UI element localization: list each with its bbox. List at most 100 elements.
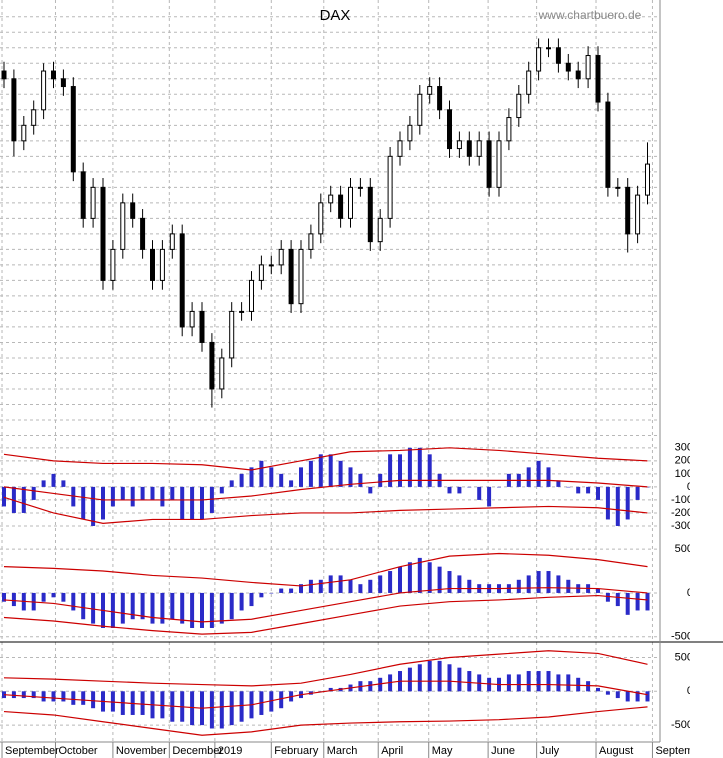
histogram-bar xyxy=(407,562,412,593)
histogram-bar xyxy=(596,486,600,500)
histogram-bar xyxy=(467,486,472,488)
histogram-bar xyxy=(477,486,482,500)
candle-body xyxy=(21,124,27,142)
histogram-bar xyxy=(556,575,561,593)
histogram-bar xyxy=(150,486,155,500)
histogram-bar xyxy=(506,674,511,692)
histogram-bar xyxy=(328,687,333,692)
histogram-bar xyxy=(566,674,571,692)
histogram-bar xyxy=(41,480,46,487)
candle-body xyxy=(447,109,452,150)
band-line xyxy=(3,479,648,501)
y-tick-label: 100 xyxy=(675,468,693,480)
candle-body xyxy=(635,194,641,235)
candle-body xyxy=(496,140,502,188)
histogram-bar xyxy=(576,677,581,692)
histogram-bar xyxy=(259,460,264,487)
histogram-bar xyxy=(110,486,115,507)
band-line xyxy=(3,706,648,736)
y-tick-label: -100 xyxy=(671,494,693,506)
histogram-bar xyxy=(447,571,452,593)
histogram-bar xyxy=(91,691,96,709)
histogram-bar xyxy=(200,592,204,628)
histogram-bar xyxy=(596,588,600,593)
histogram-bar xyxy=(526,467,531,487)
histogram-bar xyxy=(11,592,16,607)
x-tick-label: April xyxy=(381,745,403,757)
histogram-bar xyxy=(605,486,610,520)
histogram-bar xyxy=(368,681,373,692)
histogram-bar xyxy=(239,691,244,722)
histogram-bar xyxy=(328,454,333,487)
histogram-bar xyxy=(526,671,531,692)
x-tick-label: 2019 xyxy=(218,745,242,757)
histogram-bar xyxy=(229,592,234,620)
y-tick-label: 200 xyxy=(675,455,693,467)
histogram-bar xyxy=(200,486,204,520)
histogram-bar xyxy=(378,473,383,487)
band-line xyxy=(3,650,648,687)
candle-body xyxy=(169,233,175,250)
candle-body xyxy=(308,233,314,250)
histogram-bar xyxy=(447,664,452,692)
histogram-bar xyxy=(150,592,155,624)
histogram-bar xyxy=(91,592,96,624)
histogram-bar xyxy=(546,467,551,487)
histogram-bar xyxy=(457,575,462,593)
candle-body xyxy=(268,264,274,267)
candle-body xyxy=(179,233,185,328)
histogram-bar xyxy=(299,467,303,487)
x-tick-label: February xyxy=(274,745,319,757)
candle-body xyxy=(189,310,195,328)
histogram-bar xyxy=(566,579,571,593)
candle-body xyxy=(1,70,7,80)
histogram-bar xyxy=(526,575,531,593)
histogram-bar xyxy=(615,691,620,699)
histogram-bar xyxy=(605,592,610,602)
histogram-bar xyxy=(190,486,195,520)
y-tick-label: -200 xyxy=(671,507,693,519)
histogram-bar xyxy=(269,467,274,487)
y-tick-label: -500 xyxy=(671,719,693,731)
histogram-bar xyxy=(110,691,115,712)
histogram-bar xyxy=(41,691,46,702)
candle-body xyxy=(328,194,334,204)
candle-body xyxy=(417,93,423,126)
histogram-bar xyxy=(338,575,343,593)
histogram-bar xyxy=(71,691,76,705)
candle-body xyxy=(80,171,86,219)
histogram-bar xyxy=(427,454,432,487)
histogram-bar xyxy=(279,473,284,487)
candle-body xyxy=(555,47,561,64)
candle-body xyxy=(456,140,462,150)
candle-body xyxy=(130,202,136,219)
histogram-bar xyxy=(140,592,145,620)
candle-body xyxy=(565,62,571,72)
histogram-bar xyxy=(308,460,313,487)
histogram-bar xyxy=(190,691,195,726)
histogram-bar xyxy=(61,480,66,487)
y-tick-label: -500 xyxy=(671,631,693,643)
histogram-bar xyxy=(289,588,294,593)
histogram-bar xyxy=(71,592,76,611)
x-tick-label: November xyxy=(116,745,167,757)
histogram-bar xyxy=(61,691,66,702)
histogram-bar xyxy=(2,592,6,602)
band-line xyxy=(3,552,648,587)
candle-body xyxy=(100,186,106,281)
histogram-bar xyxy=(140,486,145,500)
candle-body xyxy=(140,217,146,250)
histogram-bar xyxy=(229,480,234,487)
band-line xyxy=(3,496,648,524)
histogram-bar xyxy=(81,592,86,620)
histogram-bar xyxy=(239,592,244,611)
histogram-bar xyxy=(219,592,224,624)
candle-body xyxy=(150,248,155,281)
candle-body xyxy=(437,86,443,111)
histogram-bar xyxy=(209,486,214,513)
histogram-bar xyxy=(269,691,274,712)
histogram-bar xyxy=(437,660,442,692)
histogram-bar xyxy=(417,447,422,487)
histogram-bar xyxy=(447,486,452,494)
